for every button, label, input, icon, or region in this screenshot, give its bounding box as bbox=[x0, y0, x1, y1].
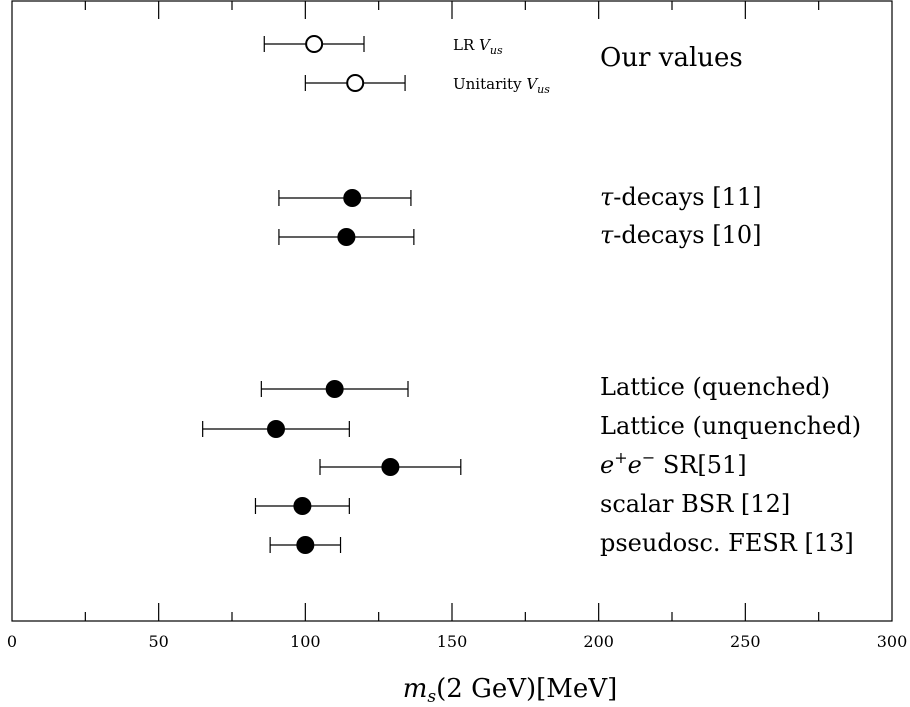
data-point bbox=[254, 497, 350, 515]
x-tick-label: 0 bbox=[7, 632, 17, 651]
point-label: scalar BSR [12] bbox=[600, 490, 790, 518]
point-label: τ-decays [11] bbox=[600, 183, 761, 211]
data-points bbox=[202, 35, 462, 554]
filled-marker bbox=[381, 458, 400, 476]
x-tick-label: 250 bbox=[730, 632, 761, 651]
data-point bbox=[269, 536, 342, 554]
point-label: Lattice (quenched) bbox=[600, 373, 830, 401]
x-axis-tick-labels: 0 50 100 150 200 250 300 bbox=[7, 632, 907, 651]
data-point bbox=[278, 228, 415, 246]
data-point bbox=[260, 380, 409, 398]
point-label: LR Vus bbox=[453, 36, 503, 57]
open-marker bbox=[346, 74, 365, 92]
point-label: Lattice (unquenched) bbox=[600, 412, 861, 440]
data-point bbox=[263, 35, 365, 53]
plot-frame bbox=[11, 0, 893, 622]
x-tick-label: 200 bbox=[583, 632, 614, 651]
filled-marker bbox=[296, 536, 315, 554]
x-axis-ticks bbox=[84, 1, 820, 621]
filled-marker bbox=[293, 497, 312, 515]
data-point bbox=[202, 420, 350, 438]
data-point bbox=[304, 74, 406, 92]
filled-marker bbox=[343, 189, 362, 207]
x-axis-title: ms(2 GeV)[MeV] bbox=[403, 674, 618, 707]
open-marker bbox=[305, 35, 324, 53]
group-label-our-values: Our values bbox=[600, 43, 743, 73]
data-point bbox=[319, 458, 462, 476]
x-tick-label: 50 bbox=[148, 632, 168, 651]
x-tick-label: 100 bbox=[290, 632, 321, 651]
filled-marker bbox=[337, 228, 356, 246]
filled-marker bbox=[267, 420, 285, 438]
x-tick-label: 300 bbox=[877, 632, 908, 651]
data-point bbox=[278, 189, 412, 207]
point-labels: LR Vus Unitarity Vus τ-decays [11] τ-decays… bbox=[453, 36, 861, 557]
point-label: Unitarity Vus bbox=[453, 75, 550, 96]
point-label: pseudosc. FESR [13] bbox=[600, 529, 854, 557]
point-label: τ-decays [10] bbox=[600, 221, 761, 249]
filled-marker bbox=[325, 380, 344, 398]
x-tick-label: 150 bbox=[437, 632, 468, 651]
point-label: e+e− SR[51] bbox=[600, 448, 747, 479]
